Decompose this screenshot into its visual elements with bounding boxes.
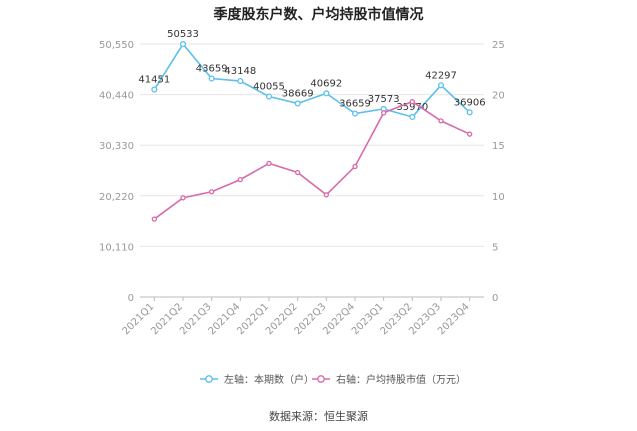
data-label: 40055 xyxy=(253,82,285,93)
point-market-value xyxy=(151,216,157,222)
point-households xyxy=(409,113,416,121)
point-market-value xyxy=(266,160,272,167)
point-market-value xyxy=(323,192,329,198)
point-households xyxy=(151,86,158,93)
y-left-tick-label: 50,550 xyxy=(99,40,134,51)
point-market-value xyxy=(209,189,215,195)
data-label: 36906 xyxy=(454,97,486,108)
y-left-tick-label: 20,220 xyxy=(99,192,134,203)
x-tick-label: 2023Q4 xyxy=(436,301,472,337)
point-households xyxy=(179,41,187,48)
y-left-tick-label: 30,330 xyxy=(99,141,134,152)
data-label: 42297 xyxy=(425,70,457,81)
y-left-tick-label: 10,110 xyxy=(99,242,134,253)
point-households xyxy=(237,77,244,85)
y-right-tick-label: 5 xyxy=(492,242,498,253)
point-market-value xyxy=(180,195,186,201)
data-label: 37573 xyxy=(368,94,400,105)
point-market-value xyxy=(467,131,473,137)
point-market-value xyxy=(237,176,243,183)
data-label: 41451 xyxy=(138,75,170,86)
data-label: 40692 xyxy=(310,78,342,89)
point-market-value xyxy=(352,163,358,170)
y-left-tick-label: 40,440 xyxy=(99,91,134,102)
point-market-value xyxy=(438,118,444,124)
y-right-tick-label: 15 xyxy=(492,141,505,152)
y-right-tick-label: 0 xyxy=(492,293,498,304)
point-households xyxy=(294,100,301,107)
point-households xyxy=(208,75,215,82)
point-households xyxy=(466,109,473,116)
point-households xyxy=(323,90,330,97)
legend-label: 左轴：本期数（户） xyxy=(224,373,314,386)
data-label: 50533 xyxy=(167,29,199,40)
point-households xyxy=(437,82,445,89)
data-label: 43659 xyxy=(196,63,228,74)
point-households xyxy=(265,93,273,100)
y-right-tick-label: 20 xyxy=(492,91,505,102)
chart-source: 数据来源：恒生聚源 xyxy=(269,410,368,423)
data-label: 35970 xyxy=(396,102,428,113)
legend-marker xyxy=(205,375,213,383)
data-label: 36659 xyxy=(339,99,371,110)
series-line-market-value xyxy=(153,100,471,220)
data-label: 43148 xyxy=(224,66,256,77)
point-market-value xyxy=(381,110,387,116)
point-market-value xyxy=(295,169,301,176)
legend-marker xyxy=(317,375,325,383)
y-right-tick-label: 10 xyxy=(492,192,505,203)
legend-label: 右轴：户均持股市值（万元） xyxy=(336,373,466,386)
y-left-tick-label: 0 xyxy=(128,293,134,304)
point-market-value xyxy=(409,99,415,105)
data-label: 38669 xyxy=(282,88,314,99)
chart-title: 季度股东户数、户均持股市值情况 xyxy=(213,7,424,23)
point-households xyxy=(351,110,359,117)
y-right-tick-label: 25 xyxy=(492,40,505,51)
series-line-households xyxy=(153,42,471,118)
